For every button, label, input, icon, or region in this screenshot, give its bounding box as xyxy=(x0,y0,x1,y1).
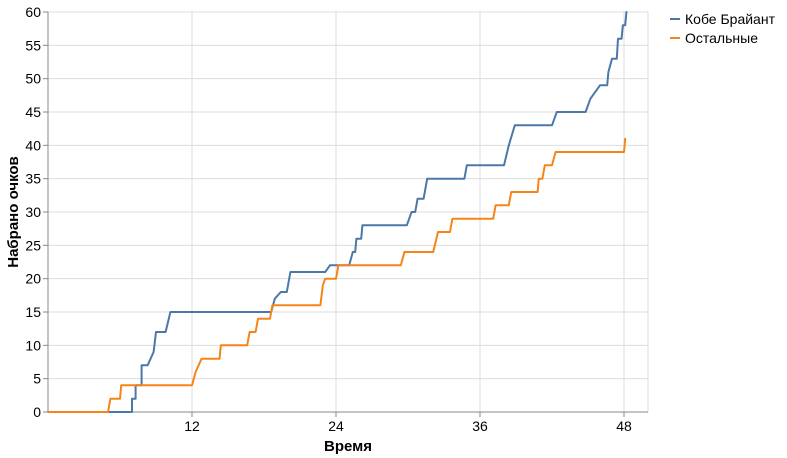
y-tick-label: 20 xyxy=(25,271,41,287)
y-tick-label: 5 xyxy=(33,371,41,387)
grid xyxy=(48,11,649,413)
legend-label: Остальные xyxy=(685,30,758,46)
series-line-0 xyxy=(47,11,628,413)
y-tick-label: 55 xyxy=(25,37,41,53)
y-tick-label: 25 xyxy=(25,237,41,253)
y-tick-label: 10 xyxy=(25,337,41,353)
y-tick-label: 15 xyxy=(25,304,41,320)
legend-label: Кобе Брайант xyxy=(685,11,776,27)
series-line-1 xyxy=(47,137,627,413)
x-tick-label: 12 xyxy=(184,418,200,434)
y-axis-title: Набрано очков xyxy=(5,156,22,268)
series-lines xyxy=(47,11,628,413)
x-tick-label: 24 xyxy=(328,418,344,434)
y-tick-label: 35 xyxy=(25,171,41,187)
y-tick-label: 60 xyxy=(25,4,41,20)
legend: Кобе Брайант Остальные xyxy=(670,11,776,46)
x-tick-label: 48 xyxy=(616,418,632,434)
y-tick-label: 50 xyxy=(25,71,41,87)
y-tick-label: 40 xyxy=(25,137,41,153)
y-tick-label: 45 xyxy=(25,104,41,120)
y-tick-label: 30 xyxy=(25,204,41,220)
x-axis-title: Время xyxy=(324,438,372,455)
y-tick-label: 0 xyxy=(33,404,41,420)
axes: 0 5 10 15 20 25 30 35 40 45 50 55 60 12 24 36 48 xyxy=(25,4,648,434)
x-tick-label: 36 xyxy=(472,418,488,434)
